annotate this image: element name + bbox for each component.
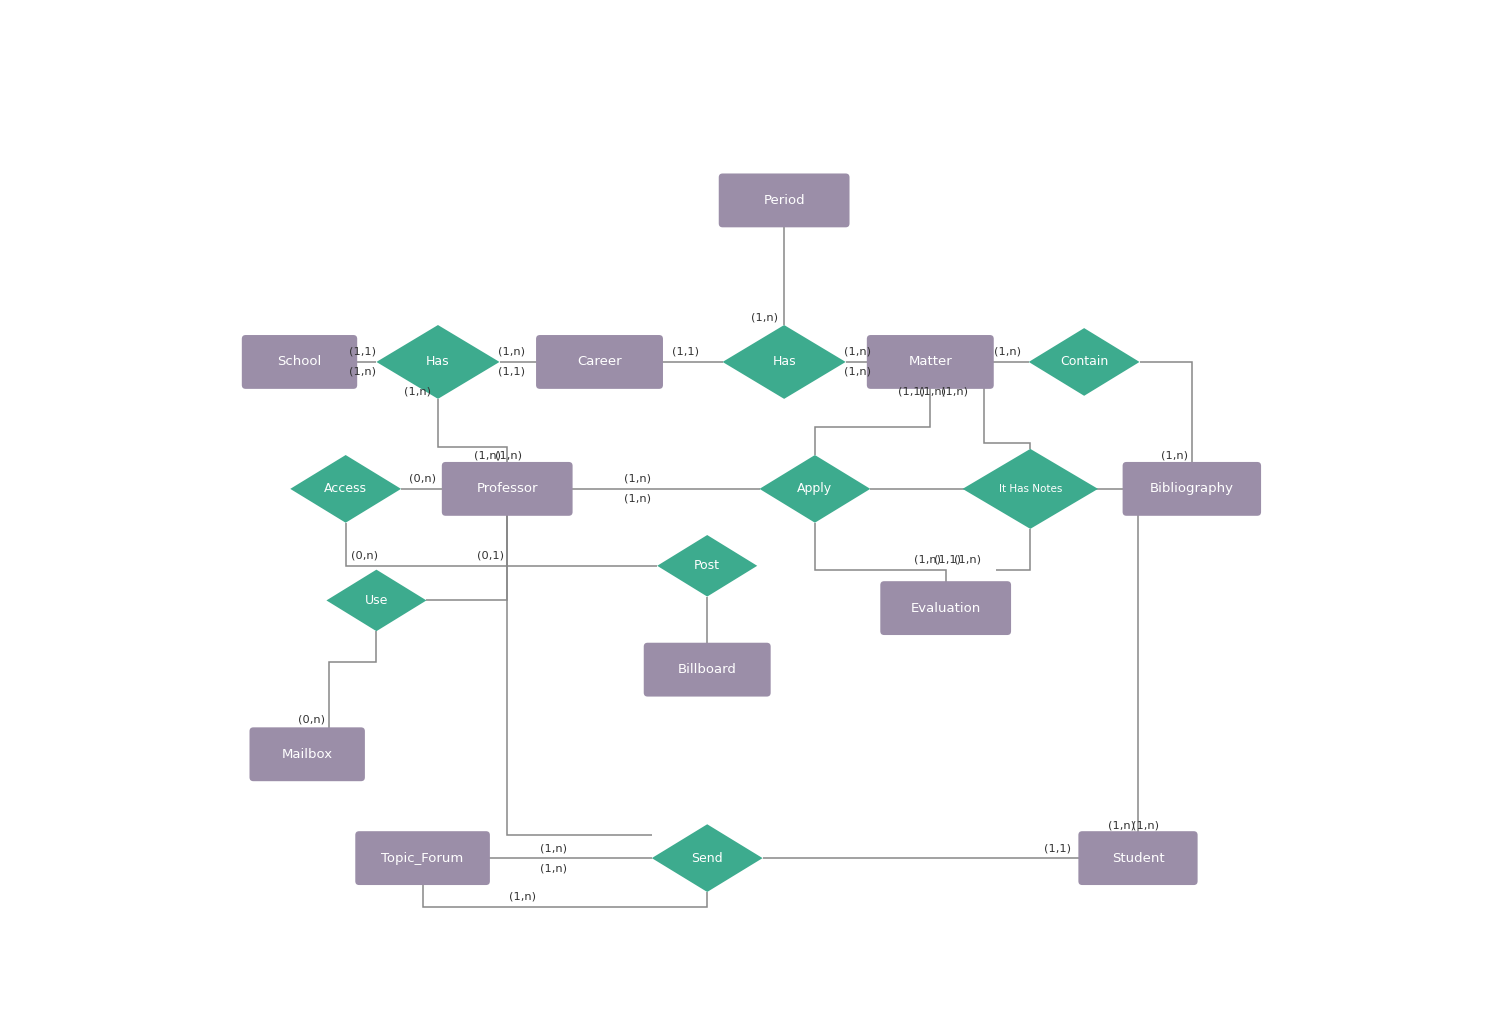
Text: School: School bbox=[278, 355, 321, 368]
Text: It Has Notes: It Has Notes bbox=[999, 484, 1062, 494]
Text: (1,n): (1,n) bbox=[540, 843, 567, 853]
FancyBboxPatch shape bbox=[356, 831, 490, 885]
Text: (1,n): (1,n) bbox=[914, 555, 940, 565]
FancyBboxPatch shape bbox=[442, 462, 573, 516]
Polygon shape bbox=[376, 325, 500, 399]
FancyBboxPatch shape bbox=[242, 335, 357, 389]
FancyBboxPatch shape bbox=[536, 335, 663, 389]
FancyBboxPatch shape bbox=[644, 643, 771, 697]
FancyBboxPatch shape bbox=[1078, 831, 1197, 885]
Text: Contain: Contain bbox=[1060, 355, 1108, 368]
Text: Access: Access bbox=[324, 483, 368, 495]
Text: (1,n): (1,n) bbox=[624, 474, 651, 484]
Text: (1,n): (1,n) bbox=[495, 451, 522, 461]
Text: Has: Has bbox=[772, 355, 796, 368]
Text: (1,n): (1,n) bbox=[350, 367, 376, 377]
Text: (0,n): (0,n) bbox=[297, 715, 324, 724]
Text: (1,n): (1,n) bbox=[954, 555, 981, 565]
Text: (1,n): (1,n) bbox=[843, 347, 870, 357]
Text: Send: Send bbox=[692, 852, 723, 864]
Text: (1,n): (1,n) bbox=[498, 347, 525, 357]
Text: (1,n): (1,n) bbox=[405, 386, 432, 396]
Polygon shape bbox=[657, 535, 758, 597]
Text: (1,n): (1,n) bbox=[843, 367, 870, 377]
Text: Career: Career bbox=[578, 355, 622, 368]
Text: Has: Has bbox=[426, 355, 450, 368]
Text: (1,n): (1,n) bbox=[1107, 820, 1134, 830]
Text: (1,1): (1,1) bbox=[350, 347, 376, 357]
Text: (0,n): (0,n) bbox=[351, 551, 378, 561]
Text: (1,n): (1,n) bbox=[474, 451, 501, 461]
Text: (0,1): (0,1) bbox=[477, 551, 504, 561]
Text: Apply: Apply bbox=[798, 483, 832, 495]
Text: (1,1): (1,1) bbox=[498, 367, 525, 377]
Text: (1,n): (1,n) bbox=[940, 386, 968, 396]
Polygon shape bbox=[327, 570, 426, 631]
Text: (0,n): (0,n) bbox=[410, 474, 436, 484]
Text: Professor: Professor bbox=[477, 483, 538, 495]
Text: (1,n): (1,n) bbox=[624, 494, 651, 504]
Text: Mailbox: Mailbox bbox=[282, 748, 333, 760]
Polygon shape bbox=[652, 824, 762, 892]
Polygon shape bbox=[723, 325, 846, 399]
Text: (1,n): (1,n) bbox=[540, 863, 567, 874]
FancyBboxPatch shape bbox=[867, 335, 994, 389]
Text: (1,1): (1,1) bbox=[672, 347, 699, 357]
Text: Topic_Forum: Topic_Forum bbox=[381, 852, 464, 864]
FancyBboxPatch shape bbox=[718, 174, 849, 227]
Text: (1,1): (1,1) bbox=[933, 555, 960, 565]
Text: Post: Post bbox=[694, 560, 720, 572]
Text: Student: Student bbox=[1112, 852, 1164, 864]
FancyBboxPatch shape bbox=[880, 581, 1011, 635]
Text: Billboard: Billboard bbox=[678, 663, 736, 676]
Polygon shape bbox=[1029, 328, 1140, 396]
Polygon shape bbox=[291, 455, 400, 523]
Text: (1,n): (1,n) bbox=[509, 891, 536, 901]
Text: (1,n): (1,n) bbox=[1161, 451, 1188, 461]
Polygon shape bbox=[759, 455, 870, 523]
FancyBboxPatch shape bbox=[1122, 462, 1262, 516]
Text: Evaluation: Evaluation bbox=[910, 602, 981, 614]
Text: (1,n): (1,n) bbox=[993, 347, 1020, 357]
Text: (1,n): (1,n) bbox=[1132, 820, 1160, 830]
Text: (1,n): (1,n) bbox=[752, 313, 778, 322]
Text: Matter: Matter bbox=[909, 355, 952, 368]
Text: Use: Use bbox=[364, 594, 388, 607]
Text: Bibliography: Bibliography bbox=[1150, 483, 1234, 495]
Text: (1,n): (1,n) bbox=[920, 386, 946, 396]
FancyBboxPatch shape bbox=[249, 728, 364, 781]
Text: Period: Period bbox=[764, 193, 806, 207]
Text: (1,1): (1,1) bbox=[1044, 843, 1071, 853]
Text: (1,1): (1,1) bbox=[897, 386, 924, 396]
Polygon shape bbox=[963, 449, 1098, 529]
